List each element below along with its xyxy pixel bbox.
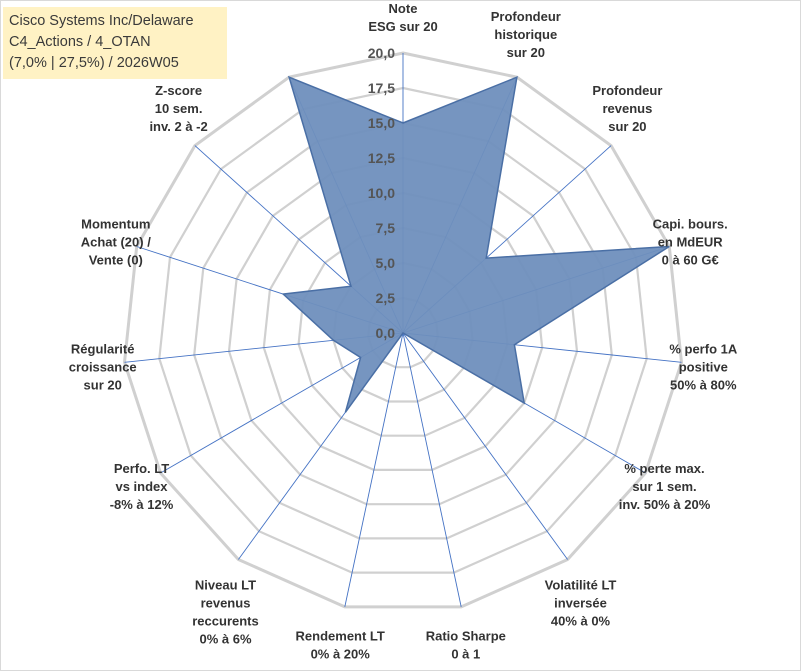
grid-ring-5 (227, 156, 579, 506)
spoke-8 (344, 332, 404, 607)
tick-label: 2,5 (376, 290, 396, 306)
axis-label-6: Volatilité LT inversée 40% à 0% (545, 577, 617, 628)
title-line-category: C4_Actions / 4_OTAN (9, 34, 151, 50)
axis-label-10: Perfo. LT vs index -8% à 12% (110, 461, 174, 512)
axis-label-0: Note ESG sur 20 (368, 1, 437, 34)
axis-label-9: Niveau LT revenus reccurents 0% à 6% (192, 577, 258, 646)
radar-tick-labels: 0,0 2,5 5,0 7,5 10,0 12,5 15,0 17,5 20,0 (368, 45, 395, 341)
axis-label-12: Momentum Achat (20) / Vente (0) (81, 217, 151, 268)
axis-label-4: % perfo 1A positive 50% à 80% (669, 342, 738, 393)
tick-label: 10,0 (368, 185, 395, 201)
axis-label-1: Profondeur historique sur 20 (491, 9, 561, 60)
axis-label-2: Profondeur revenus sur 20 (592, 83, 662, 134)
radar-series (281, 75, 670, 413)
series-area (281, 75, 670, 413)
chart-title-box: Cisco Systems Inc/Delaware C4_Actions / … (3, 7, 227, 79)
tick-label: 17,5 (368, 80, 395, 96)
tick-label: 5,0 (376, 255, 396, 271)
axis-label-13: Z-score 10 sem. inv. 2 à -2 (149, 83, 207, 134)
grid-ring-7 (158, 86, 648, 574)
tick-label: 12,5 (368, 150, 395, 166)
spoke-6 (402, 332, 568, 560)
spoke-7 (402, 332, 462, 607)
axis-label-3: Capi. bours. en MdEUR 0 à 60 G€ (653, 217, 728, 268)
tick-label: 20,0 (368, 45, 395, 61)
tick-label: 0,0 (376, 325, 396, 341)
grid-ring-6 (193, 121, 613, 540)
title-line-company: Cisco Systems Inc/Delaware (9, 13, 194, 29)
grid-ring-8 (122, 51, 684, 609)
radar-axis-labels: Note ESG sur 20 Profondeur historique sur 20… (69, 1, 738, 661)
axis-label-5: % perte max. sur 1 sem. inv. 50% à 20% (619, 461, 711, 512)
axis-label-7: Ratio Sharpe 0 à 1 (426, 628, 506, 661)
axis-label-8: Rendement LT 0% à 20% (296, 628, 385, 661)
tick-label: 7,5 (376, 220, 396, 236)
title-line-params: (7,0% | 27,5%) / 2026W05 (9, 55, 179, 71)
tick-label: 15,0 (368, 115, 395, 131)
axis-label-11: Régularité croissance sur 20 (69, 342, 137, 393)
